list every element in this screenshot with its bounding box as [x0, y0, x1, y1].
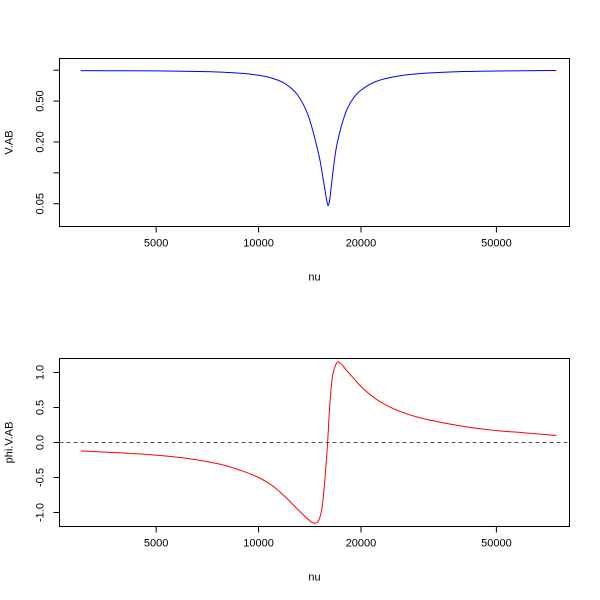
- y-tick-label: 0.5: [35, 400, 47, 415]
- y-axis: 0.05 0.20 0.50: [35, 69, 60, 214]
- x-tick-label: 10000: [243, 538, 274, 550]
- y-tick-label: 0.0: [35, 435, 47, 450]
- x-tick-label: 50000: [481, 538, 512, 550]
- x-tick-label: 5000: [144, 538, 168, 550]
- x-axis-label: nu: [308, 572, 320, 584]
- y-axis-label: V.AB: [4, 130, 16, 154]
- x-axis: 5000 10000 20000 50000: [144, 526, 512, 550]
- x-axis: 5000 10000 20000 50000: [144, 226, 512, 250]
- x-tick-label: 5000: [144, 238, 168, 250]
- y-axis-label: phi.V.AB: [4, 422, 16, 464]
- x-tick-label: 20000: [346, 238, 377, 250]
- series-line: [80, 361, 557, 524]
- panel-v-ab: 5000 10000 20000 50000 0.05 0.20 0.50 nu V.AB: [4, 58, 570, 284]
- x-tick-label: 50000: [481, 238, 512, 250]
- x-tick-label: 20000: [346, 538, 377, 550]
- y-tick-label: -1.0: [35, 503, 47, 522]
- y-tick-label: -0.5: [35, 468, 47, 487]
- y-tick-label: 1.0: [35, 365, 47, 380]
- panel-phi-v-ab: 5000 10000 20000 50000 -1.0 -0.5 0.0 0.5 1.0 nu…: [4, 358, 570, 584]
- y-tick-label: 0.50: [35, 90, 47, 111]
- x-tick-label: 10000: [243, 238, 274, 250]
- plot-frame: [59, 58, 570, 227]
- series-line: [80, 70, 557, 207]
- y-tick-label: 0.05: [35, 193, 47, 214]
- x-axis-label: nu: [308, 272, 320, 284]
- y-tick-label: 0.20: [35, 131, 47, 152]
- y-axis: -1.0 -0.5 0.0 0.5 1.0: [35, 365, 60, 522]
